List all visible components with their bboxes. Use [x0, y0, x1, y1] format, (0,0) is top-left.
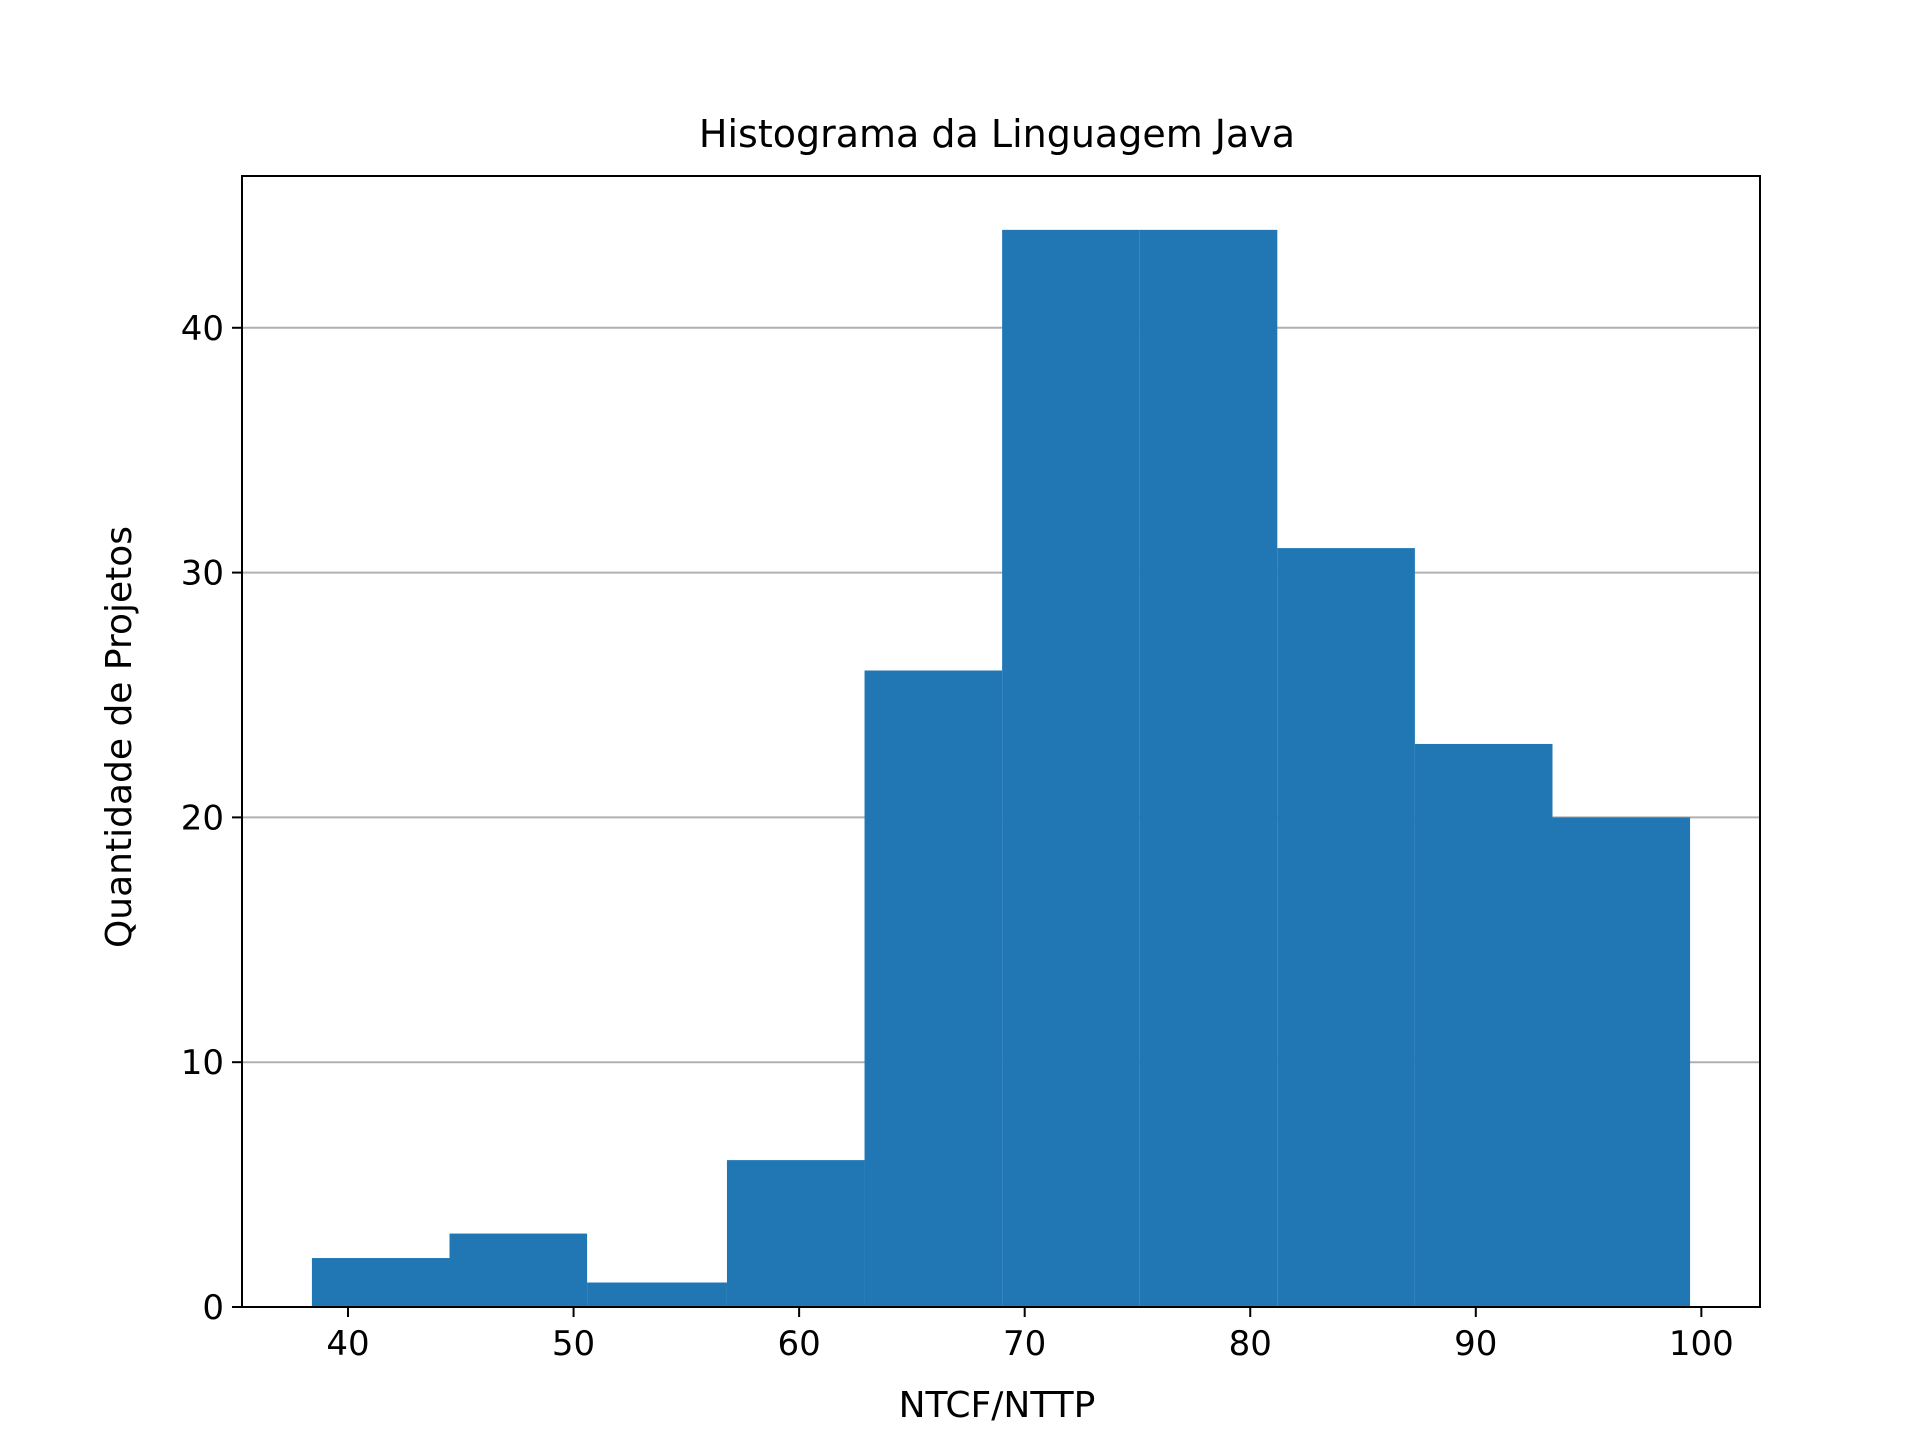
- y-tick-label-10: 10: [181, 1043, 224, 1083]
- x-tick-label-80: 80: [1229, 1324, 1272, 1364]
- x-axis-label: NTCF/NTTP: [899, 1385, 1096, 1426]
- x-tick-label-60: 60: [777, 1324, 820, 1364]
- y-tick-label-30: 30: [181, 554, 224, 594]
- x-tick-label-40: 40: [326, 1324, 369, 1364]
- y-axis-label: Quantidade de Projetos: [99, 526, 140, 948]
- chart-title: Histograma da Linguagem Java: [699, 112, 1295, 156]
- histogram-bar-8: [1277, 548, 1415, 1307]
- histogram-bar-10: [1552, 817, 1691, 1307]
- x-tick-label-50: 50: [552, 1324, 595, 1364]
- histogram-bar-3: [587, 1282, 727, 1307]
- y-tick-label-40: 40: [181, 309, 224, 349]
- y-tick-label-0: 0: [202, 1288, 224, 1328]
- histogram-bar-5: [864, 670, 1003, 1307]
- y-axis-ticks: 0 10 20 30 40: [181, 309, 242, 1328]
- y-tick-label-20: 20: [181, 798, 224, 838]
- histogram-bar-2: [449, 1233, 588, 1307]
- x-axis-ticks: 40 50 60 70 80 90 100: [326, 1307, 1734, 1364]
- x-tick-label-100: 100: [1669, 1324, 1734, 1364]
- histogram-bar-1: [311, 1258, 450, 1307]
- x-tick-label-70: 70: [1003, 1324, 1046, 1364]
- histogram-bar-4: [726, 1160, 865, 1307]
- histogram-bar-7: [1139, 229, 1278, 1307]
- histogram-bar-6: [1002, 229, 1140, 1307]
- histogram-bars: [311, 229, 1691, 1307]
- x-tick-label-90: 90: [1454, 1324, 1497, 1364]
- plot-frame: [241, 175, 1761, 1308]
- histogram-bar-9: [1414, 743, 1553, 1307]
